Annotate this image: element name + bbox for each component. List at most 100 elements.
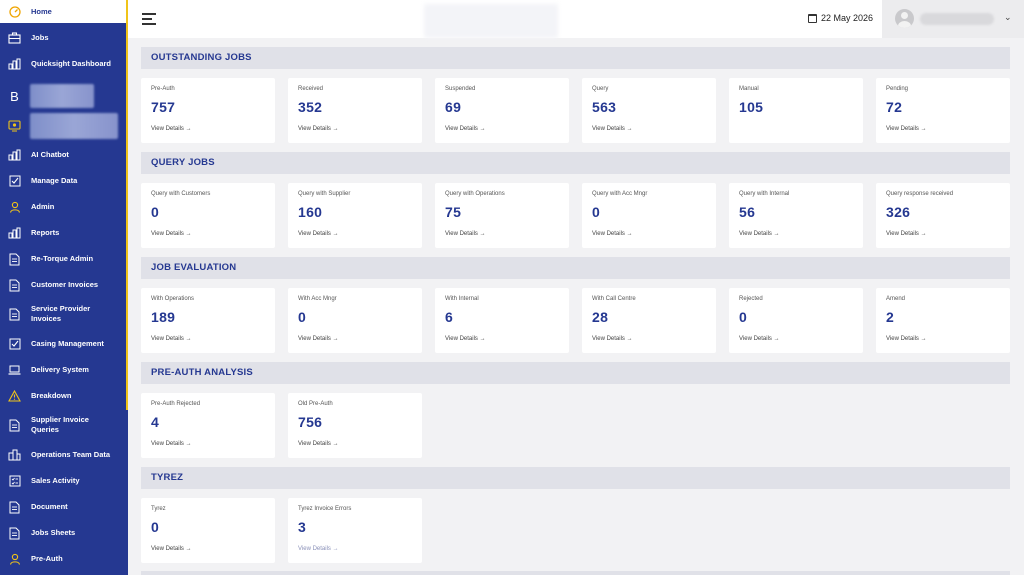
user-icon bbox=[8, 553, 21, 566]
sidebar-item-label: Delivery System bbox=[31, 365, 89, 374]
sidebar-item-manage-data[interactable]: Manage Data bbox=[0, 170, 126, 192]
sidebar-item-label: AI Chatbot bbox=[31, 150, 69, 159]
card-with-internal[interactable]: With Internal 6 View Details → bbox=[435, 288, 569, 353]
view-details-link[interactable]: View Details → bbox=[151, 441, 192, 447]
view-details-link[interactable]: View Details → bbox=[886, 336, 927, 342]
sidebar-item-blurred-1[interactable]: B bbox=[0, 84, 126, 108]
card-pre-auth[interactable]: Pre-Auth 757 View Details → bbox=[141, 78, 275, 143]
card-query-with-customers[interactable]: Query with Customers 0 View Details → bbox=[141, 183, 275, 248]
card-value: 3 bbox=[298, 519, 307, 535]
card-received[interactable]: Received 352 View Details → bbox=[288, 78, 422, 143]
view-details-link[interactable]: View Details → bbox=[445, 336, 486, 342]
sidebar-item-jobs-sheets[interactable]: Jobs Sheets bbox=[0, 522, 126, 544]
sidebar-item-label: Home bbox=[31, 6, 52, 16]
view-details-link[interactable]: View Details → bbox=[739, 231, 780, 237]
view-details-link[interactable]: View Details → bbox=[298, 231, 339, 237]
view-details-link[interactable]: View Details → bbox=[298, 126, 339, 132]
briefcase-icon bbox=[8, 32, 21, 45]
sidebar-item-casing-management[interactable]: Casing Management bbox=[0, 333, 126, 355]
card-query-with-acc-mngr[interactable]: Query with Acc Mngr 0 View Details → bbox=[582, 183, 716, 248]
view-details-link[interactable]: View Details → bbox=[592, 336, 633, 342]
card-value: 2 bbox=[886, 309, 895, 325]
card-amend[interactable]: Amend 2 View Details → bbox=[876, 288, 1010, 353]
card-query-response-received[interactable]: Query response received 326 View Details… bbox=[876, 183, 1010, 248]
next-section-header bbox=[141, 571, 1010, 575]
view-details-link[interactable]: View Details → bbox=[298, 441, 339, 447]
view-details-link[interactable]: View Details → bbox=[298, 546, 339, 552]
view-details-link[interactable]: View Details → bbox=[298, 336, 339, 342]
sidebar-item-service-provider-invoices[interactable]: Service Provider Invoices bbox=[0, 302, 126, 326]
view-details-link[interactable]: View Details → bbox=[592, 231, 633, 237]
sidebar-item-document[interactable]: Document bbox=[0, 496, 126, 518]
sidebar-item-delivery-system[interactable]: Delivery System bbox=[0, 359, 126, 381]
card-label: Query bbox=[592, 86, 609, 92]
letter-b-icon: B bbox=[10, 88, 19, 104]
card-pending[interactable]: Pending 72 View Details → bbox=[876, 78, 1010, 143]
card-with-call-centre[interactable]: With Call Centre 28 View Details → bbox=[582, 288, 716, 353]
card-rejected[interactable]: Rejected 0 View Details → bbox=[729, 288, 863, 353]
view-details-link[interactable]: View Details → bbox=[445, 231, 486, 237]
user-menu[interactable]: ⌄ bbox=[882, 0, 1024, 38]
card-query-with-operations[interactable]: Query with Operations 75 View Details → bbox=[435, 183, 569, 248]
sidebar-item-breakdown[interactable]: Breakdown bbox=[0, 385, 126, 407]
card-query-with-supplier[interactable]: Query with Supplier 160 View Details → bbox=[288, 183, 422, 248]
view-details-link[interactable]: View Details → bbox=[151, 336, 192, 342]
card-value: 352 bbox=[298, 99, 323, 115]
sidebar-item-sales-activity[interactable]: Sales Activity bbox=[0, 470, 126, 492]
view-details-link[interactable]: View Details → bbox=[151, 126, 192, 132]
sidebar-item-blurred-2[interactable] bbox=[0, 113, 126, 139]
card-label: Old Pre-Auth bbox=[298, 401, 333, 407]
sidebar-item-label: Pre-Auth bbox=[31, 554, 63, 563]
view-details-link[interactable]: View Details → bbox=[886, 126, 927, 132]
sidebar-item-operations-team-data[interactable]: Operations Team Data bbox=[0, 444, 126, 466]
card-query[interactable]: Query 563 View Details → bbox=[582, 78, 716, 143]
view-details-link[interactable]: View Details → bbox=[445, 126, 486, 132]
view-details-link[interactable]: View Details → bbox=[151, 231, 192, 237]
sidebar-item-jobs[interactable]: Jobs bbox=[0, 27, 126, 49]
sidebar-item-retorque-admin[interactable]: Re-Torque Admin bbox=[0, 248, 126, 270]
bar-chart-icon bbox=[8, 227, 21, 240]
avatar bbox=[895, 9, 914, 28]
card-label: Pending bbox=[886, 86, 909, 92]
sidebar-item-label: Admin bbox=[31, 202, 55, 211]
card-pre-auth-rejected[interactable]: Pre-Auth Rejected 4 View Details → bbox=[141, 393, 275, 458]
card-old-pre-auth[interactable]: Old Pre-Auth 756 View Details → bbox=[288, 393, 422, 458]
card-manual[interactable]: Manual 105 bbox=[729, 78, 863, 143]
card-value: 0 bbox=[151, 204, 160, 220]
current-date: 22 May 2026 bbox=[821, 13, 874, 23]
document-icon bbox=[8, 253, 21, 266]
sidebar-item-ai-chatbot[interactable]: AI Chatbot bbox=[0, 144, 126, 166]
view-details-link[interactable]: View Details → bbox=[151, 546, 192, 552]
blurred-label bbox=[30, 84, 94, 108]
card-label: With Internal bbox=[445, 296, 479, 302]
sidebar-scroll-indicator[interactable] bbox=[126, 0, 128, 410]
card-value: 0 bbox=[151, 519, 160, 535]
sidebar-item-label: Re-Torque Admin bbox=[31, 254, 94, 263]
date-display: 22 May 2026 bbox=[808, 13, 873, 23]
view-details-link[interactable]: View Details → bbox=[739, 336, 780, 342]
card-value: 4 bbox=[151, 414, 160, 430]
sidebar: Home Jobs Quicksight Dashboard B AI Chat… bbox=[0, 0, 128, 575]
warning-icon bbox=[8, 390, 21, 403]
sidebar-item-home[interactable]: Home bbox=[0, 0, 126, 23]
view-details-link[interactable]: View Details → bbox=[886, 231, 927, 237]
card-with-acc-mngr[interactable]: With Acc Mngr 0 View Details → bbox=[288, 288, 422, 353]
sidebar-item-admin[interactable]: Admin bbox=[0, 196, 126, 218]
card-tyrez[interactable]: Tyrez 0 View Details → bbox=[141, 498, 275, 563]
sidebar-item-quicksight[interactable]: Quicksight Dashboard bbox=[0, 53, 126, 75]
blurred-label bbox=[30, 113, 118, 139]
menu-toggle-icon[interactable] bbox=[142, 13, 156, 25]
sidebar-item-supplier-invoice-queries[interactable]: Supplier Invoice Queries bbox=[0, 413, 126, 437]
checkbox-icon bbox=[8, 175, 21, 188]
chevron-down-icon: ⌄ bbox=[1004, 12, 1012, 22]
card-suspended[interactable]: Suspended 69 View Details → bbox=[435, 78, 569, 143]
sidebar-item-reports[interactable]: Reports bbox=[0, 222, 126, 244]
card-query-with-internal[interactable]: Query with Internal 56 View Details → bbox=[729, 183, 863, 248]
sidebar-item-pre-auth[interactable]: Pre-Auth bbox=[0, 548, 126, 570]
card-value: 56 bbox=[739, 204, 756, 220]
card-tyrez-invoice-errors[interactable]: Tyrez Invoice Errors 3 View Details → bbox=[288, 498, 422, 563]
bar-chart-icon bbox=[8, 58, 21, 71]
view-details-link[interactable]: View Details → bbox=[592, 126, 633, 132]
card-with-operations[interactable]: With Operations 189 View Details → bbox=[141, 288, 275, 353]
sidebar-item-customer-invoices[interactable]: Customer Invoices bbox=[0, 274, 126, 296]
